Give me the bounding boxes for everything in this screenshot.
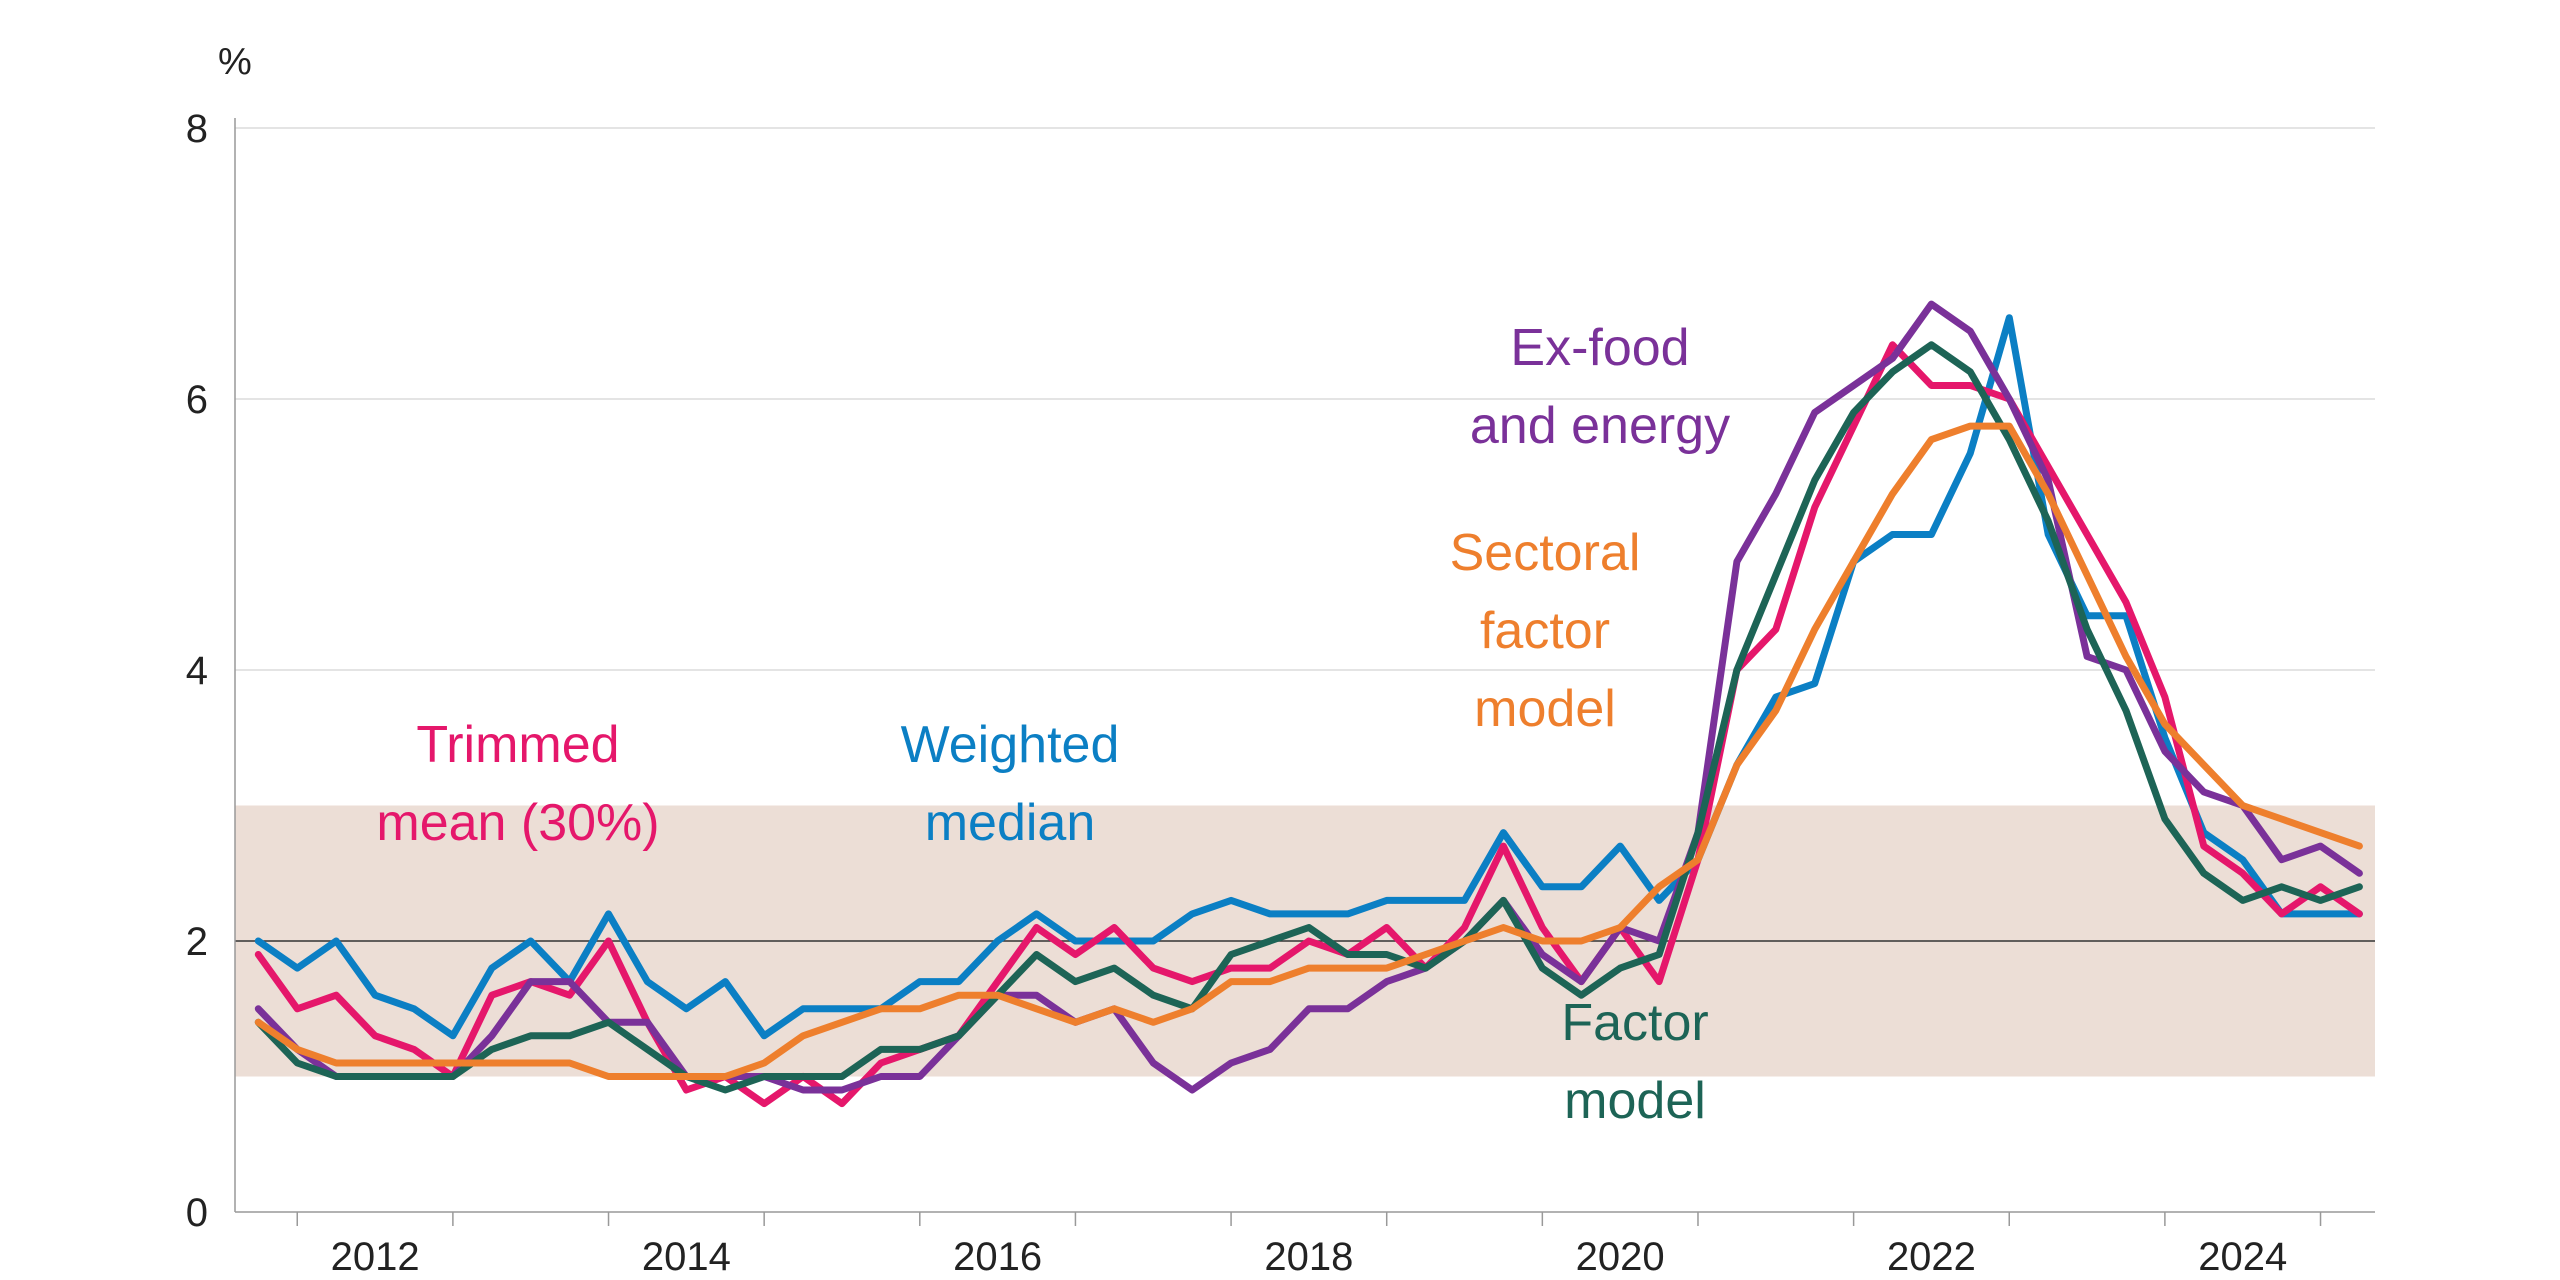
x-tick-label-2022: 2022 [1887,1235,1976,1279]
series-line-factor-model [254,341,2363,1094]
y-tick-label-4: 4 [186,649,208,693]
y-tick-label-6: 6 [186,378,208,422]
series-label-weighted-median-line-1: Weighted [901,716,1120,774]
series-label-trimmed-mean-30-line-2: mean (30%) [376,794,659,852]
x-tick-label-2018: 2018 [1264,1235,1353,1279]
series-label-factor-model-line-2: model [1564,1072,1706,1130]
series-label-ex-food-and-energy-line-1: Ex-food [1510,319,1689,377]
series-label-sectoral-factor-model-line-3: model [1474,680,1616,738]
y-unit-label: % [218,41,252,83]
x-tick-label-2014: 2014 [642,1235,731,1279]
axes-layer: 0 2 4 6 8 2012 2014 2016 2018 2020 2022 2024 [186,107,2375,1279]
series-label-trimmed-mean-30-line-1: Trimmed [416,716,619,774]
series-label-ex-food-and-energy-line-2: and energy [1470,397,1730,455]
y-tick-label-0: 0 [186,1191,208,1235]
y-tick-label-8: 8 [186,107,208,151]
series-label-weighted-median-line-2: median [925,794,1096,852]
series-lines-layer [254,300,2363,1108]
x-tick-label-2024: 2024 [2198,1235,2287,1279]
series-label-sectoral-factor-model-line-1: Sectoral [1450,524,1641,582]
x-tick-label-2016: 2016 [953,1235,1042,1279]
series-line-sectoral-factor-model [254,422,2363,1080]
series-label-factor-model-line-1: Factor [1561,994,1708,1052]
x-tick-label-2020: 2020 [1576,1235,1665,1279]
x-tick-label-2012: 2012 [331,1235,420,1279]
series-line-weighted-median [254,314,2363,1040]
series-labels-layer: Weighted median Trimmed mean (30%) Ex-food an… [376,319,1730,1130]
series-label-sectoral-factor-model-line-2: factor [1480,602,1610,660]
y-tick-label-2: 2 [186,920,208,964]
